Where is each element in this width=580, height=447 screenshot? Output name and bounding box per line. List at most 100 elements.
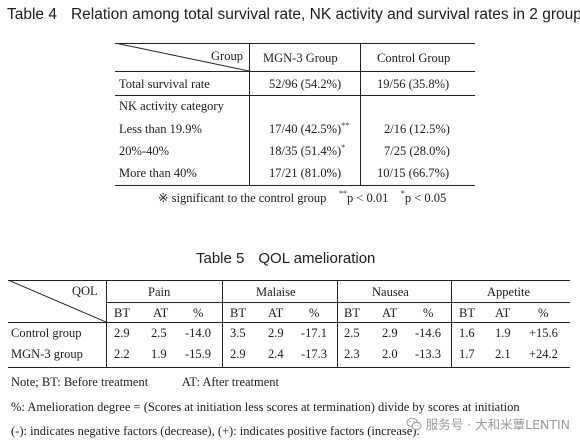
table5-title: QOL amelioration xyxy=(258,250,376,267)
table5-subheader-at: AT xyxy=(153,306,169,320)
table4-row-mgn-value: 17/40 (42.5%) xyxy=(269,122,342,136)
table5-cell: 2.9 xyxy=(268,326,284,340)
table4-total-label: Total survival rate xyxy=(119,77,210,91)
table5-cell: 1.6 xyxy=(459,326,475,340)
table5-bottom-rule xyxy=(8,367,570,368)
table4-col-mgn: MGN-3 Group xyxy=(263,51,338,65)
table4-row-control: 7/25 (28.0%) xyxy=(384,144,450,158)
note-at: AT: After treatment xyxy=(181,375,280,389)
table5-cell: 2.1 xyxy=(495,347,511,361)
table5-cell: -17.3 xyxy=(301,347,328,361)
table4-row-mgn-value: 18/35 (51.4%) xyxy=(269,144,342,158)
table5-category-rule xyxy=(106,302,570,303)
table4-top-rule xyxy=(115,43,475,44)
table4-row-control: 2/16 (12.5%) xyxy=(384,122,450,136)
p1-mark: ** xyxy=(338,189,347,198)
table4-number: Table 4 xyxy=(7,6,57,23)
table4-header-diagonal xyxy=(115,43,249,71)
table5-cell: 3.5 xyxy=(230,326,246,340)
table5-top-rule xyxy=(8,280,570,281)
table5-cell: +15.6 xyxy=(529,326,558,340)
table5-category-pain: Pain xyxy=(148,285,171,299)
table4-row-label: More than 40% xyxy=(119,166,197,180)
table4-row-mgn-value: 17/21 (81.0%) xyxy=(269,166,342,180)
table5-cell: 2.5 xyxy=(151,326,167,340)
table5-subheader-pct: % xyxy=(538,306,549,320)
p1-text: p < 0.01 xyxy=(346,191,389,205)
table5-number: Table 5 xyxy=(196,250,245,267)
table4-row-label: 20%-40% xyxy=(119,144,169,158)
table4-caption: Table 4 Relation among total survival rat… xyxy=(7,6,580,24)
table5-subheader-pct: % xyxy=(309,306,320,320)
significance-mark: * xyxy=(341,143,346,152)
table5-category-appetite: Appetite xyxy=(487,285,531,299)
table5-category-nausea: Nausea xyxy=(372,285,409,299)
table5-cell: 2.2 xyxy=(114,347,130,361)
table4-nk-label: NK activity category xyxy=(119,99,224,113)
table5-note-2: %: Amelioration degree = (Scores at init… xyxy=(11,400,520,414)
table5-cell: 1.9 xyxy=(495,326,511,340)
table5-cell: -13.3 xyxy=(415,347,442,361)
table5-cell: 1.7 xyxy=(459,347,475,361)
table5-subheader-pct: % xyxy=(423,306,434,320)
p2-text: p < 0.05 xyxy=(404,191,447,205)
table5-subheader-at: AT xyxy=(268,306,284,320)
table5-cell: -14.0 xyxy=(185,326,212,340)
table4-col-control: Control Group xyxy=(377,51,451,65)
table5-col-divider xyxy=(222,280,223,367)
table4-header-rule xyxy=(115,71,475,72)
table5-subheader-bt: BT xyxy=(459,306,475,320)
table4-title: Relation among total survival rate, NK a… xyxy=(70,6,580,23)
watermark-text: 服务号 · 大和米蕈LENTIN xyxy=(425,417,570,432)
table5-subheader-at: AT xyxy=(495,306,511,320)
table5-cell: 1.9 xyxy=(151,347,167,361)
table5-category-malaise: Malaise xyxy=(256,285,296,299)
table5-cell: 2.9 xyxy=(230,347,246,361)
table5-cell: -15.9 xyxy=(185,347,212,361)
table4-header-group: Group xyxy=(211,49,243,63)
note-bt: Note; BT: Before treatment xyxy=(11,375,149,389)
table4-total-control: 19/56 (35.8%) xyxy=(377,77,450,91)
table5-header-rule xyxy=(8,322,570,323)
table5-cell: 2.5 xyxy=(344,326,360,340)
wechat-icon xyxy=(406,417,422,430)
table5-subheader-at: AT xyxy=(382,306,398,320)
table4-footnote-text: significant to the control group xyxy=(171,191,327,205)
table4-row-mgn: 17/21 (81.0%) xyxy=(269,166,341,181)
table4-row-mgn: 17/40 (42.5%)** xyxy=(269,121,350,137)
table5-cell: 2.0 xyxy=(382,347,398,361)
table5-cell: +24.2 xyxy=(529,347,558,361)
p2-mark: * xyxy=(400,189,405,198)
table5-col-divider xyxy=(337,280,338,367)
table4-row-mgn: 18/35 (51.4%)* xyxy=(269,143,346,159)
table5-subheader-bt: BT xyxy=(114,306,130,320)
table4-row-control: 10/15 (66.7%) xyxy=(377,166,450,180)
reference-mark-icon: ※ xyxy=(158,191,169,205)
table5-row-label: MGN-3 group xyxy=(11,347,83,361)
table4-col-divider-2 xyxy=(360,43,361,185)
table4-total-mgn: 52/96 (54.2%) xyxy=(269,77,342,91)
table5-note-3: (-): indicates negative factors (decreas… xyxy=(11,424,420,438)
table4-bottom-rule xyxy=(115,185,475,186)
table5-subheader-pct: % xyxy=(193,306,204,320)
table5-cell: -14.6 xyxy=(415,326,442,340)
table5-col-divider xyxy=(451,280,452,367)
table4-col-divider-1 xyxy=(249,43,250,185)
table4-footnote: ※ significant to the control group **p <… xyxy=(158,189,447,206)
table5-cell: 2.9 xyxy=(382,326,398,340)
table5-caption: Table 5 QOL amelioration xyxy=(196,250,375,267)
table5-note-1: Note; BT: Before treatment AT: After tre… xyxy=(11,375,279,390)
significance-mark: ** xyxy=(341,121,350,130)
table5-cell: -17.1 xyxy=(301,326,328,340)
table5-cell: 2.9 xyxy=(114,326,130,340)
table5-subheader-bt: BT xyxy=(344,306,360,320)
table4-total-rule xyxy=(115,95,475,96)
table5-header-diagonal xyxy=(8,280,106,322)
table4-row-label: Less than 19.9% xyxy=(119,122,202,136)
table5-subheader-bt: BT xyxy=(230,306,246,320)
table5-cell: 2.4 xyxy=(268,347,284,361)
table5-cell: 2.3 xyxy=(344,347,360,361)
watermark: 服务号 · 大和米蕈LENTIN xyxy=(406,414,570,433)
table5-header-qol: QOL xyxy=(72,284,98,298)
table5-col-divider xyxy=(106,280,107,367)
